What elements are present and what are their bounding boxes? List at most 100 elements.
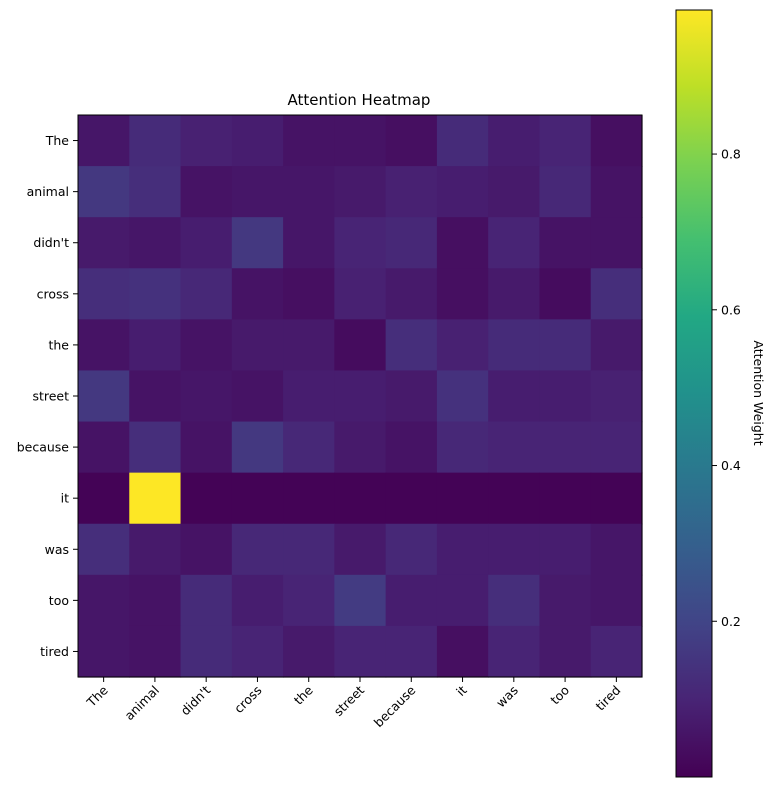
heatmap-cell [231, 523, 284, 576]
heatmap-cell [129, 166, 182, 218]
heatmap-cell [436, 268, 489, 320]
heatmap-cell [283, 421, 335, 474]
y-tick-label: the [48, 337, 69, 352]
heatmap-cell [231, 472, 284, 525]
heatmap-cell [129, 370, 182, 423]
heatmap-cell [436, 319, 489, 372]
heatmap-cell [488, 370, 541, 423]
heatmap-cell [231, 421, 284, 474]
heatmap-cell [385, 523, 438, 576]
heatmap-cell [129, 472, 182, 525]
x-tick-label: street [331, 682, 368, 719]
y-tick-label: cross [37, 286, 69, 301]
colorbar-tick-label: 0.6 [721, 302, 741, 317]
colorbar-tick-label: 0.2 [721, 614, 741, 629]
heatmap-cell [129, 523, 182, 576]
heatmap-cell [283, 472, 335, 525]
heatmap-cell [334, 625, 387, 678]
heatmap-cell [283, 166, 335, 218]
heatmap-cell [231, 574, 284, 627]
heatmap-cell [334, 574, 387, 627]
x-tick-label: animal [121, 683, 162, 724]
heatmap-cell [488, 115, 541, 167]
heatmap-cell [334, 115, 387, 167]
y-tick-label: because [17, 440, 70, 455]
heatmap-cell [590, 319, 643, 372]
heatmap-cell [78, 370, 130, 423]
x-tick-label: didn't [178, 682, 214, 718]
x-tick-label: too [547, 683, 572, 708]
heatmap-cell [385, 268, 438, 320]
heatmap-cell [488, 574, 541, 627]
heatmap-cell [180, 370, 233, 423]
heatmap-cell [78, 115, 130, 167]
heatmap-cell [488, 523, 541, 576]
heatmap-cell [334, 421, 387, 474]
heatmap-cell [334, 217, 387, 269]
heatmap-cell [231, 166, 284, 218]
heatmap-cell [283, 625, 335, 678]
heatmap-cell [590, 625, 643, 678]
heatmap-cell [539, 217, 592, 269]
heatmap-cell [539, 472, 592, 525]
heatmap-cell [590, 421, 643, 474]
heatmap-cell [488, 319, 541, 372]
heatmap-cell [283, 217, 335, 269]
heatmap-cell [180, 625, 233, 678]
heatmap-cell [231, 115, 284, 167]
heatmap-cell [539, 421, 592, 474]
heatmap-cell [436, 421, 489, 474]
heatmap-cell [129, 574, 182, 627]
heatmap-cell [283, 574, 335, 627]
heatmap-cell [231, 319, 284, 372]
heatmap-cell [334, 268, 387, 320]
heatmap-cell [180, 421, 233, 474]
heatmap-cell [180, 166, 233, 218]
heatmap-cell [590, 472, 643, 525]
y-tick-label: street [32, 389, 69, 404]
heatmap-cell [129, 115, 182, 167]
heatmap-cell [385, 625, 438, 678]
heatmap-cell [539, 574, 592, 627]
heatmap-cell [231, 625, 284, 678]
heatmap-cell [180, 115, 233, 167]
heatmap-cell [488, 472, 541, 525]
heatmap-cell [78, 166, 130, 218]
heatmap-cell [78, 625, 130, 678]
heatmap-cell [488, 268, 541, 320]
heatmap-cell [590, 370, 643, 423]
x-tick-label: was [493, 683, 521, 711]
heatmap-cell [385, 115, 438, 167]
colorbar-tick-label: 0.4 [721, 458, 741, 473]
heatmap-cell [436, 574, 489, 627]
x-tick-label: tired [592, 683, 623, 714]
colorbar-label: Attention Weight [751, 340, 766, 445]
heatmap-cell [590, 268, 643, 320]
heatmap-cell [436, 166, 489, 218]
y-tick-label: too [49, 593, 69, 608]
heatmap-cell [539, 523, 592, 576]
heatmap-cell [539, 319, 592, 372]
heatmap-cell [180, 268, 233, 320]
heatmap-cell [180, 217, 233, 269]
y-tick-label: didn't [33, 235, 69, 250]
heatmap-cell [488, 217, 541, 269]
heatmap-cell [78, 217, 130, 269]
heatmap-cell [488, 421, 541, 474]
heatmap-cell [590, 523, 643, 576]
heatmap-cell [283, 370, 335, 423]
heatmap-cell [436, 625, 489, 678]
heatmap-cell [539, 166, 592, 218]
heatmap-cell [385, 319, 438, 372]
heatmap-cells [78, 115, 643, 678]
heatmap-cell [78, 523, 130, 576]
y-tick-label: The [45, 133, 70, 148]
heatmap-cell [539, 115, 592, 167]
heatmap-cell [283, 523, 335, 576]
heatmap-cell [180, 523, 233, 576]
colorbar-tick-label: 0.8 [721, 147, 741, 162]
heatmap-cell [78, 472, 130, 525]
heatmap-cell [334, 523, 387, 576]
colorbar-axis: 0.2 0.4 0.6 0.8 [712, 147, 741, 629]
y-axis: The animal didn't cross the street because it wa… [17, 133, 78, 659]
